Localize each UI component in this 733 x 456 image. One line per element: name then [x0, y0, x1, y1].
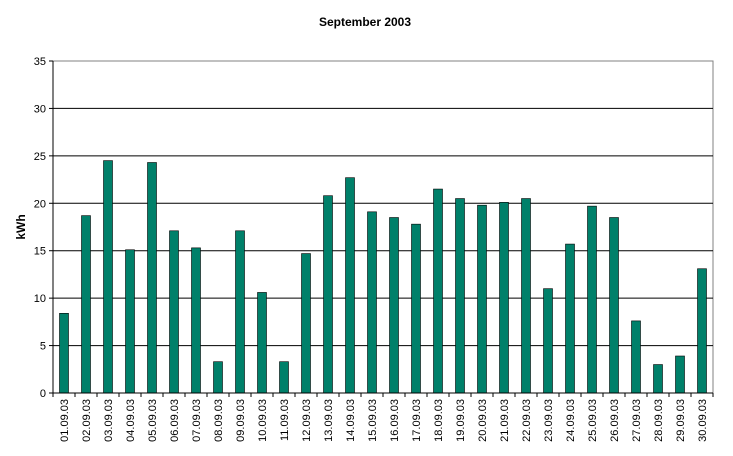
bar-07.09.03	[191, 247, 201, 394]
x-tick-label: 27.09.03	[631, 399, 643, 442]
x-axis: 01.09.03 02.09.03 03.09.03 04.09.03 05.09.03…	[52, 61, 714, 442]
bar-14.09.03	[345, 177, 355, 394]
y-tick-label: 15	[34, 246, 46, 258]
y-tick-label: 35	[34, 56, 46, 68]
x-tick-label: 20.09.03	[477, 399, 489, 442]
x-tick-label: 30.09.03	[697, 399, 709, 442]
y-tick-label: 10	[34, 293, 46, 305]
bar-06.09.03	[169, 230, 179, 394]
bar-12.09.03	[301, 253, 311, 394]
bars	[59, 160, 707, 394]
gridlines	[53, 107, 713, 347]
x-tick-label: 09.09.03	[235, 399, 247, 442]
x-tick-label: 15.09.03	[367, 399, 379, 442]
bar-05.09.03	[147, 162, 157, 394]
x-tick-label: 23.09.03	[543, 399, 555, 442]
x-tick-label: 26.09.03	[609, 399, 621, 442]
y-tick-label: 25	[34, 151, 46, 163]
y-tick-label: 20	[34, 198, 46, 210]
bar-17.09.03	[411, 223, 421, 394]
x-tick-label: 12.09.03	[301, 399, 313, 442]
x-tick-label: 10.09.03	[257, 399, 269, 442]
bar-29.09.03	[675, 355, 685, 394]
x-tick-label: 17.09.03	[411, 399, 423, 442]
x-tick-label: 01.09.03	[59, 399, 71, 442]
bar-19.09.03	[455, 198, 465, 394]
bar-26.09.03	[609, 217, 619, 394]
x-tick-label: 08.09.03	[213, 399, 225, 442]
x-tick-label: 02.09.03	[81, 399, 93, 442]
bar-20.09.03	[477, 204, 487, 394]
y-tick-label: 30	[34, 103, 46, 115]
bar-28.09.03	[653, 364, 663, 394]
bar-04.09.03	[125, 249, 135, 394]
x-tick-label: 22.09.03	[521, 399, 533, 442]
x-tick-label: 14.09.03	[345, 399, 357, 442]
x-tick-label: 03.09.03	[103, 399, 115, 442]
bar-16.09.03	[389, 217, 399, 394]
bar-23.09.03	[543, 288, 553, 394]
bar-11.09.03	[279, 361, 289, 394]
x-tick-label: 04.09.03	[125, 399, 137, 442]
bar-18.09.03	[433, 188, 443, 394]
bar-25.09.03	[587, 205, 597, 394]
chart-title: September 2003	[319, 15, 411, 29]
y-tick-label: 0	[40, 388, 46, 400]
y-tick-label: 5	[40, 341, 46, 353]
bar-24.09.03	[565, 243, 575, 394]
bar-09.09.03	[235, 230, 245, 394]
bar-21.09.03	[499, 202, 509, 394]
y-axis-label: kWh	[14, 214, 28, 239]
bar-01.09.03	[59, 313, 69, 394]
bar-30.09.03	[697, 268, 707, 394]
bar-10.09.03	[257, 292, 267, 394]
x-tick-label: 25.09.03	[587, 399, 599, 442]
bar-08.09.03	[213, 361, 223, 394]
x-tick-label: 18.09.03	[433, 399, 445, 442]
y-axis: 0 5 10 15 20 25 30 35	[34, 56, 53, 400]
bar-13.09.03	[323, 195, 333, 394]
x-tick-label: 21.09.03	[499, 399, 511, 442]
x-tick-label: 11.09.03	[279, 399, 291, 441]
x-tick-label: 06.09.03	[169, 399, 181, 442]
x-tick-label: 07.09.03	[191, 399, 203, 442]
x-tick-label: 24.09.03	[565, 399, 577, 442]
plot-area	[52, 60, 714, 394]
x-tick-label: 13.09.03	[323, 399, 335, 442]
bar-27.09.03	[631, 320, 641, 394]
x-tick-label: 05.09.03	[147, 399, 159, 442]
x-tick-label: 28.09.03	[653, 399, 665, 442]
x-tick-label: 29.09.03	[675, 399, 687, 442]
bar-03.09.03	[103, 160, 113, 394]
bar-22.09.03	[521, 198, 531, 394]
bar-15.09.03	[367, 211, 377, 394]
bar-02.09.03	[81, 215, 91, 394]
x-tick-label: 16.09.03	[389, 399, 401, 442]
x-tick-label: 19.09.03	[455, 399, 467, 442]
